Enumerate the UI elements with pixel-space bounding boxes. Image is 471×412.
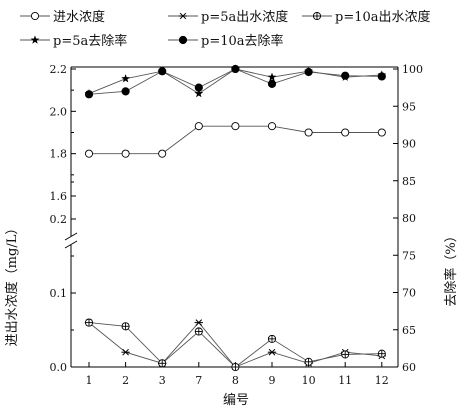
legend-label: 进水浓度 bbox=[53, 9, 105, 25]
data-point bbox=[121, 74, 130, 83]
left-tick-label: 0.2 bbox=[50, 213, 68, 226]
data-point bbox=[231, 64, 240, 74]
legend-item: p=10a出水浓度 bbox=[302, 9, 431, 25]
x-tick-label: 7 bbox=[195, 374, 202, 387]
legend-label: p=5a出水浓度 bbox=[201, 9, 288, 25]
legend-label: p=10a出水浓度 bbox=[335, 9, 431, 25]
right-tick-label: 65 bbox=[402, 324, 416, 337]
data-point bbox=[377, 128, 386, 137]
data-point bbox=[267, 122, 277, 131]
legend-marker bbox=[178, 12, 188, 20]
legend-marker bbox=[30, 35, 40, 44]
data-point bbox=[121, 87, 130, 96]
data-point bbox=[267, 79, 277, 89]
legend-label: p=5a去除率 bbox=[53, 33, 127, 49]
data-point bbox=[84, 90, 94, 99]
data-point bbox=[341, 71, 350, 80]
right-tick-label: 85 bbox=[402, 175, 416, 188]
series-line bbox=[89, 125, 382, 155]
right-tick-label: 70 bbox=[402, 287, 416, 300]
legend-item: p=5a出水浓度 bbox=[168, 9, 288, 25]
data-point bbox=[231, 122, 240, 131]
legend: 进水浓度 p=5a出水浓度 p=10a出水浓度 p=5a去除率 p=10a去除率 bbox=[20, 9, 431, 49]
series-layer bbox=[84, 64, 387, 372]
data-point bbox=[158, 149, 167, 158]
right-axis-title: 去除率（%） bbox=[443, 229, 459, 306]
data-point bbox=[121, 348, 130, 356]
axis-break-mark bbox=[64, 232, 78, 241]
right-tick-label: 95 bbox=[402, 100, 416, 113]
x-tick-label: 8 bbox=[232, 374, 239, 387]
x-tick-label: 11 bbox=[338, 374, 352, 387]
data-point bbox=[194, 122, 203, 131]
data-point bbox=[341, 350, 350, 359]
right-tick-label: 80 bbox=[402, 212, 416, 225]
data-point bbox=[267, 348, 277, 356]
data-point bbox=[304, 128, 313, 137]
series-0 bbox=[84, 122, 386, 158]
data-point bbox=[304, 357, 313, 366]
left-tick-label: 1.8 bbox=[50, 148, 68, 161]
data-point bbox=[194, 319, 203, 326]
data-point bbox=[158, 67, 167, 76]
x-tick-label: 10 bbox=[302, 374, 316, 387]
left-tick-label: 2.2 bbox=[50, 63, 68, 76]
data-point bbox=[121, 322, 130, 331]
series-line bbox=[88, 321, 382, 368]
right-tick-label: 60 bbox=[402, 361, 416, 374]
left-tick-label: 0.1 bbox=[50, 287, 68, 300]
data-point bbox=[121, 149, 130, 158]
data-point bbox=[267, 72, 277, 81]
x-tick-label: 12 bbox=[375, 374, 389, 387]
left-axis-title: 进出水浓度（mg/L） bbox=[4, 222, 20, 347]
data-point bbox=[304, 67, 313, 77]
data-point bbox=[377, 349, 386, 358]
x-tick-label: 9 bbox=[269, 374, 276, 387]
right-tick-label: 100 bbox=[402, 63, 423, 76]
data-point bbox=[158, 359, 167, 368]
x-tick-label: 2 bbox=[122, 374, 129, 387]
data-point bbox=[84, 149, 94, 158]
x-tick-label: 1 bbox=[86, 374, 93, 387]
left-tick-label: 2.0 bbox=[50, 105, 68, 118]
data-point bbox=[341, 128, 350, 137]
axis-break-mark bbox=[64, 240, 78, 249]
x-tick-label: 3 bbox=[159, 374, 166, 387]
legend-marker bbox=[178, 35, 188, 45]
data-point bbox=[231, 362, 240, 372]
legend-item: 进水浓度 bbox=[20, 9, 105, 25]
legend-label: p=10a去除率 bbox=[201, 33, 284, 49]
legend-marker bbox=[30, 11, 40, 21]
series-2 bbox=[84, 318, 386, 372]
series-line bbox=[88, 322, 382, 368]
right-tick-label: 75 bbox=[402, 249, 416, 262]
data-point bbox=[194, 88, 204, 98]
left-tick-label: 0.0 bbox=[50, 361, 68, 374]
data-point bbox=[84, 318, 94, 327]
series-4 bbox=[84, 64, 386, 99]
legend-item: p=5a去除率 bbox=[20, 33, 127, 49]
axes: 0.0 0.1 0.2 1.6 1.8 2.0 2.2 60 65 70 75 80 85 90 95 100… bbox=[50, 63, 424, 387]
data-point bbox=[267, 334, 277, 343]
x-axis-title: 编号 bbox=[223, 393, 249, 408]
legend-item: p=10a去除率 bbox=[168, 33, 284, 49]
legend-marker bbox=[312, 11, 322, 21]
left-tick-label: 1.6 bbox=[50, 190, 68, 203]
data-point bbox=[194, 327, 203, 336]
right-tick-label: 90 bbox=[402, 138, 416, 151]
data-point bbox=[377, 72, 386, 81]
data-point bbox=[194, 83, 203, 92]
